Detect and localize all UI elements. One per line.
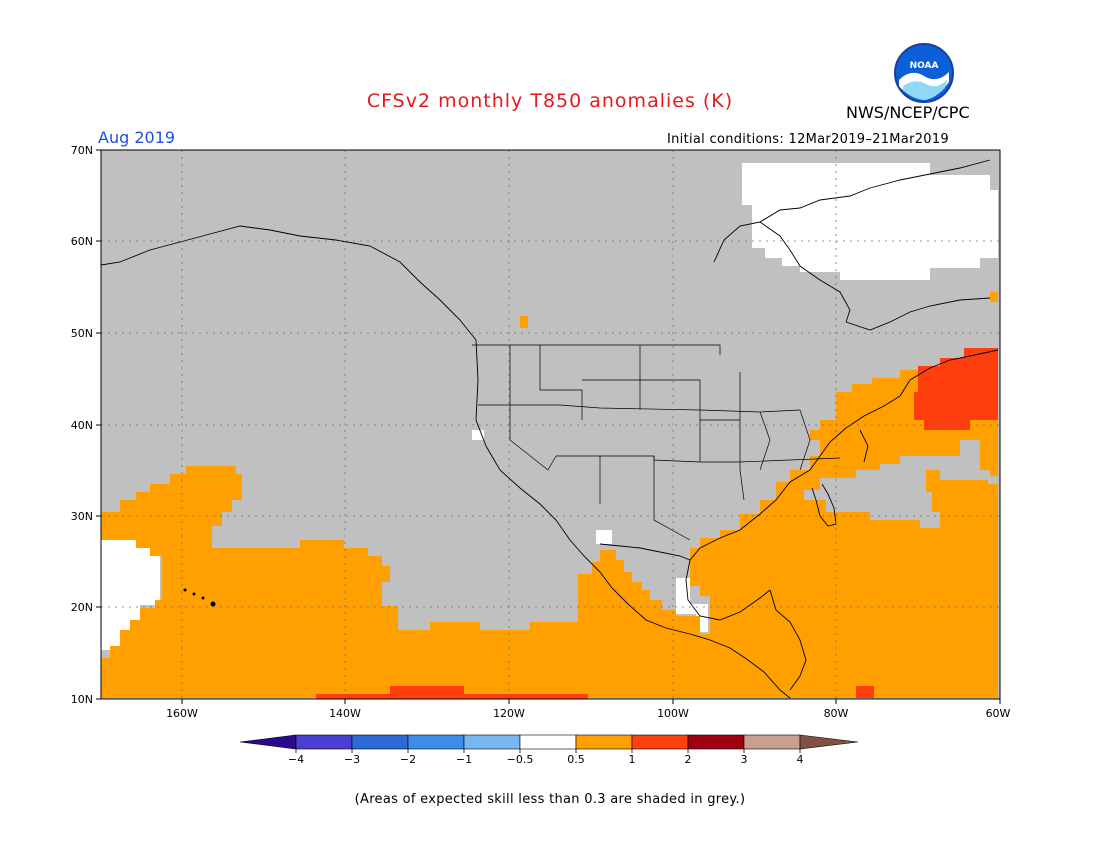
legend-swatch	[575, 734, 633, 750]
valid-month-label: Aug 2019	[98, 128, 176, 147]
lat-label: 50N	[71, 327, 93, 340]
noaa-logo-text: NOAA	[910, 61, 939, 71]
legend-tick: −4	[288, 753, 304, 766]
positive-anomaly-0.5-1	[101, 292, 998, 698]
latitude-labels: 70N 60N 50N 40N 30N 20N 10N	[71, 144, 93, 706]
lat-label: 10N	[71, 693, 93, 706]
legend-swatch	[743, 734, 801, 750]
legend-swatch	[519, 734, 577, 750]
legend-tick: −3	[344, 753, 360, 766]
legend-tick: 4	[797, 753, 804, 766]
skill-mask-ocean	[804, 440, 990, 528]
lat-label: 30N	[71, 510, 93, 523]
color-legend: −4 −3 −2 −1 −0.5 0.5 1 2 3 4	[239, 734, 859, 766]
longitude-labels: 160W 140W 120W 100W 80W 60W	[166, 707, 1010, 720]
legend-tick-labels: −4 −3 −2 −1 −0.5 0.5 1 2 3 4	[288, 753, 804, 766]
legend-swatch	[687, 734, 745, 750]
legend-tick: −1	[456, 753, 472, 766]
hawaiian-islands	[183, 588, 216, 607]
legend-tick: 1	[629, 753, 636, 766]
lon-label: 60W	[986, 707, 1011, 720]
legend-tick: 3	[741, 753, 748, 766]
legend-tick: −0.5	[507, 753, 534, 766]
legend-tick: 0.5	[567, 753, 585, 766]
state-boundaries	[472, 344, 841, 541]
legend-swatch	[407, 734, 465, 750]
coastlines	[100, 159, 999, 699]
axis-ticks	[96, 149, 1001, 704]
positive-anomaly-1-2	[316, 348, 998, 699]
anomaly-map: 70N 60N 50N 40N 30N 20N 10N 160W 140W 12…	[71, 144, 1011, 720]
legend-tick: 2	[685, 753, 692, 766]
legend-swatches	[239, 734, 859, 753]
lon-label: 140W	[329, 707, 361, 720]
lon-label: 100W	[657, 707, 689, 720]
lon-label: 80W	[824, 707, 849, 720]
legend-swatch	[799, 734, 859, 750]
legend-swatch	[631, 734, 689, 750]
lat-label: 40N	[71, 419, 93, 432]
agency-label: NWS/NCEP/CPC	[846, 103, 970, 122]
lat-label: 70N	[71, 144, 93, 157]
lon-label: 160W	[166, 707, 198, 720]
skill-footnote: (Areas of expected skill less than 0.3 a…	[354, 792, 746, 807]
legend-swatch	[239, 734, 297, 750]
legend-swatch	[463, 734, 521, 750]
lon-label: 120W	[493, 707, 525, 720]
gridlines	[101, 150, 1000, 699]
initial-conditions-label: Initial conditions: 12Mar2019–21Mar2019	[667, 132, 950, 147]
legend-swatch	[351, 734, 409, 750]
noaa-logo: NOAA	[894, 43, 954, 103]
lat-label: 60N	[71, 235, 93, 248]
legend-tick: −2	[400, 753, 416, 766]
legend-swatch	[295, 734, 353, 750]
map-title: CFSv2 monthly T850 anomalies (K)	[366, 90, 734, 112]
lat-label: 20N	[71, 601, 93, 614]
